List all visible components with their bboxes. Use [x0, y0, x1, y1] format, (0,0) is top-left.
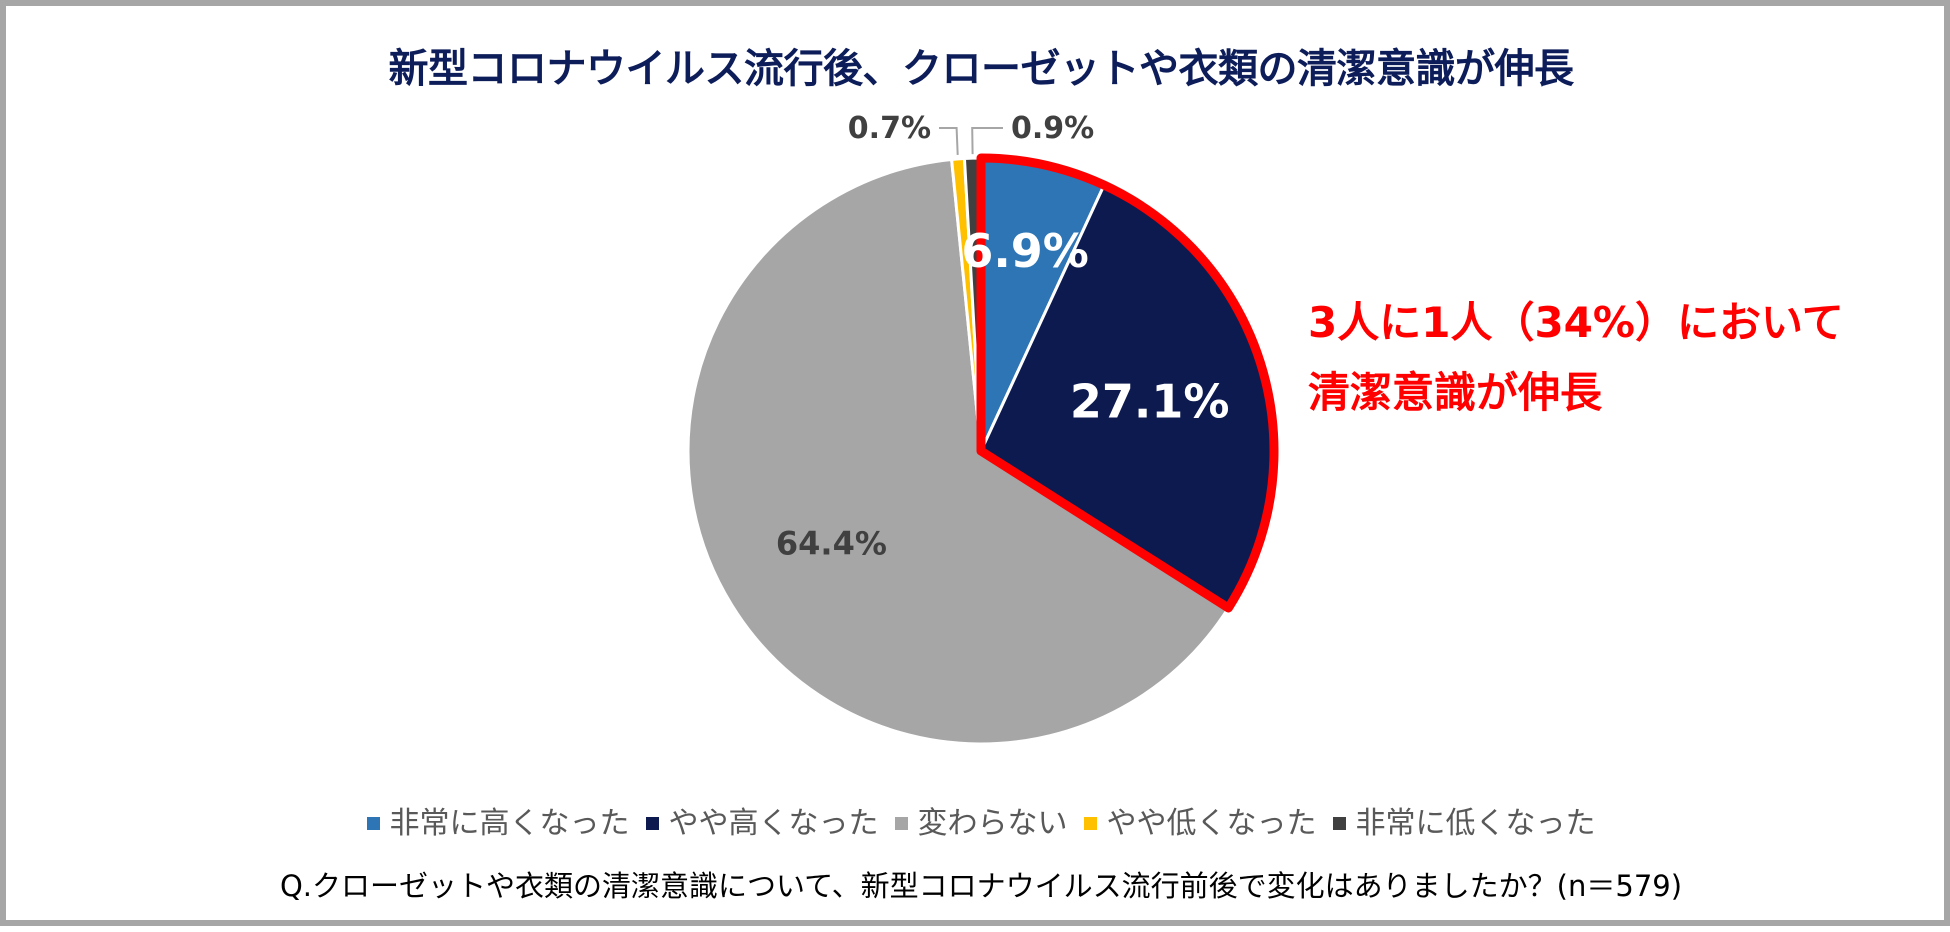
- callout-line-1: 3人に1人（34%）において: [1308, 298, 1844, 347]
- chart-title: 新型コロナウイルス流行後、クローゼットや衣類の清潔意識が伸長: [388, 46, 1575, 92]
- legend-label: 非常に高くなった: [389, 806, 630, 841]
- data-label-slice-2: 27.1%: [1070, 375, 1230, 429]
- leader-line-slice-4: [939, 127, 959, 155]
- data-label-slice-4: 0.7%: [848, 111, 931, 146]
- highlight-outline: [976, 153, 1279, 613]
- legend-label: 非常に低くなった: [1355, 806, 1596, 841]
- legend-item-slice-5: 非常に低くなった: [1332, 798, 1596, 842]
- legend-item-slice-4: やや低くなった: [1083, 798, 1317, 842]
- legend-item-slice-2: やや高くなった: [645, 798, 879, 842]
- legend-swatch: [1083, 817, 1097, 830]
- legend-swatch: [1332, 817, 1346, 830]
- legend-label: やや低くなった: [1106, 806, 1317, 841]
- highlight-callout: 3人に1人（34%）において 清潔意識が伸長: [1308, 288, 1844, 428]
- data-label-slice-3: 64.4%: [776, 525, 887, 563]
- legend-swatch: [894, 817, 908, 830]
- legend-swatch: [645, 817, 659, 830]
- legend-label: 変わらない: [917, 806, 1068, 841]
- legend-item-slice-1: 非常に高くなった: [366, 798, 630, 842]
- legend-label: やや高くなった: [668, 806, 879, 841]
- chart-legend: 非常に高くなった やや高くなった 変わらない やや低くなった 非常に低くなった: [6, 798, 1950, 842]
- leader-line-slice-5: [971, 127, 1003, 155]
- legend-item-slice-3: 変わらない: [894, 798, 1068, 842]
- survey-question: Q.クローゼットや衣類の清潔意識について、新型コロナウイルス流行前後で変化はあり…: [279, 869, 1683, 903]
- pie-chart: 6.9% 27.1% 64.4% 0.7% 0.9%: [686, 111, 1279, 746]
- callout-line-2: 清潔意識が伸長: [1308, 368, 1603, 417]
- pie-slice-3: [686, 157, 1231, 746]
- data-label-slice-5: 0.9%: [1011, 111, 1094, 146]
- legend-swatch: [366, 817, 380, 830]
- data-label-slice-1: 6.9%: [961, 224, 1089, 278]
